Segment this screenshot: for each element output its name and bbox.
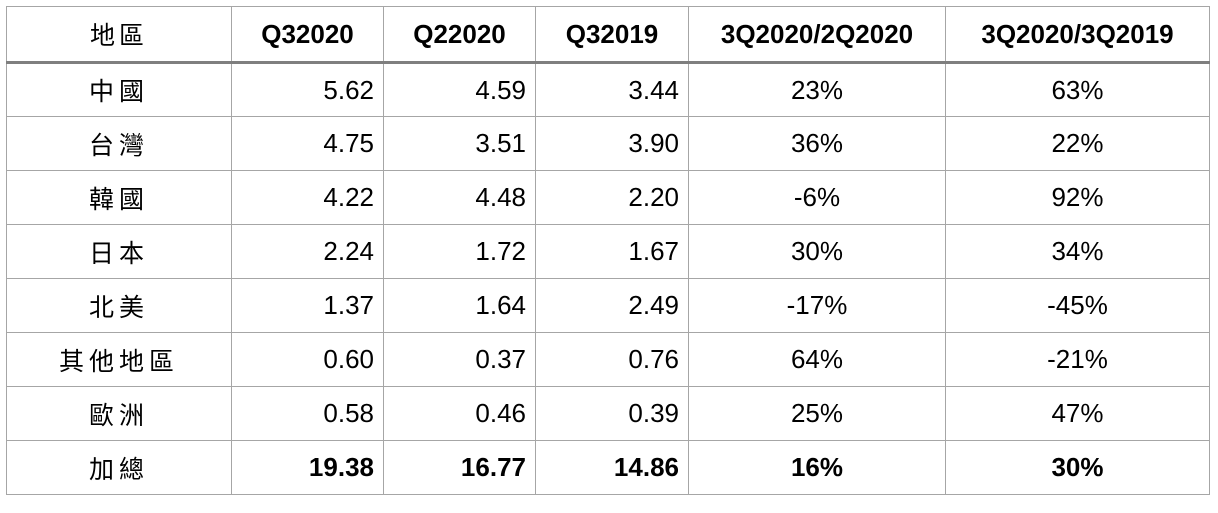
cell-region: 台灣 <box>6 116 232 171</box>
cell-region: 北美 <box>6 278 232 333</box>
table-row: 北美 1.37 1.64 2.49 -17% -45% <box>6 278 1210 333</box>
cell-qoq: -17% <box>688 278 946 333</box>
cell-yoy: 22% <box>945 116 1210 171</box>
cell-total-q2-2020: 16.77 <box>383 440 536 495</box>
cell-yoy: -21% <box>945 332 1210 387</box>
cell-qoq: 25% <box>688 386 946 441</box>
cell-q2-2020: 3.51 <box>383 116 536 171</box>
cell-q3-2019: 3.90 <box>535 116 689 171</box>
cell-q2-2020: 4.59 <box>383 62 536 117</box>
cell-yoy: 63% <box>945 62 1210 117</box>
cell-qoq: -6% <box>688 170 946 225</box>
cell-q2-2020: 0.46 <box>383 386 536 441</box>
table-total-row: 加總 19.38 16.77 14.86 16% 30% <box>6 440 1210 495</box>
cell-q3-2019: 0.39 <box>535 386 689 441</box>
cell-q3-2020: 1.37 <box>231 278 384 333</box>
cell-q3-2019: 2.49 <box>535 278 689 333</box>
header-region: 地區 <box>6 6 232 64</box>
cell-total-yoy: 30% <box>945 440 1210 495</box>
cell-q3-2020: 4.75 <box>231 116 384 171</box>
cell-q2-2020: 4.48 <box>383 170 536 225</box>
cell-qoq: 36% <box>688 116 946 171</box>
header-yoy-change: 3Q2020/3Q2019 <box>945 6 1210 64</box>
cell-region: 中國 <box>6 62 232 117</box>
cell-region: 歐洲 <box>6 386 232 441</box>
cell-q3-2019: 2.20 <box>535 170 689 225</box>
cell-qoq: 30% <box>688 224 946 279</box>
cell-q3-2020: 2.24 <box>231 224 384 279</box>
cell-qoq: 64% <box>688 332 946 387</box>
cell-q3-2019: 1.67 <box>535 224 689 279</box>
cell-yoy: -45% <box>945 278 1210 333</box>
cell-q3-2020: 4.22 <box>231 170 384 225</box>
table-row: 其他地區 0.60 0.37 0.76 64% -21% <box>6 332 1210 387</box>
cell-qoq: 23% <box>688 62 946 117</box>
table-row: 韓國 4.22 4.48 2.20 -6% 92% <box>6 170 1210 225</box>
cell-total-q3-2020: 19.38 <box>231 440 384 495</box>
region-table-container: 地區 Q32020 Q22020 Q32019 3Q2020/2Q2020 3Q… <box>6 6 1210 495</box>
cell-q2-2020: 1.64 <box>383 278 536 333</box>
cell-yoy: 34% <box>945 224 1210 279</box>
cell-q2-2020: 1.72 <box>383 224 536 279</box>
cell-yoy: 92% <box>945 170 1210 225</box>
cell-q3-2020: 0.60 <box>231 332 384 387</box>
table-row: 日本 2.24 1.72 1.67 30% 34% <box>6 224 1210 279</box>
header-q2-2020: Q22020 <box>383 6 536 64</box>
cell-region: 韓國 <box>6 170 232 225</box>
cell-yoy: 47% <box>945 386 1210 441</box>
cell-region: 日本 <box>6 224 232 279</box>
table-row: 歐洲 0.58 0.46 0.39 25% 47% <box>6 386 1210 441</box>
table-row: 中國 5.62 4.59 3.44 23% 63% <box>6 62 1210 117</box>
cell-region: 其他地區 <box>6 332 232 387</box>
cell-q2-2020: 0.37 <box>383 332 536 387</box>
cell-total-label: 加總 <box>6 440 232 495</box>
header-q3-2020: Q32020 <box>231 6 384 64</box>
table-header-row: 地區 Q32020 Q22020 Q32019 3Q2020/2Q2020 3Q… <box>6 6 1210 64</box>
table-row: 台灣 4.75 3.51 3.90 36% 22% <box>6 116 1210 171</box>
header-qoq-change: 3Q2020/2Q2020 <box>688 6 946 64</box>
region-comparison-table: 地區 Q32020 Q22020 Q32019 3Q2020/2Q2020 3Q… <box>6 6 1210 495</box>
cell-q3-2020: 5.62 <box>231 62 384 117</box>
cell-q3-2020: 0.58 <box>231 386 384 441</box>
cell-total-q3-2019: 14.86 <box>535 440 689 495</box>
cell-q3-2019: 0.76 <box>535 332 689 387</box>
cell-q3-2019: 3.44 <box>535 62 689 117</box>
header-q3-2019: Q32019 <box>535 6 689 64</box>
cell-total-qoq: 16% <box>688 440 946 495</box>
